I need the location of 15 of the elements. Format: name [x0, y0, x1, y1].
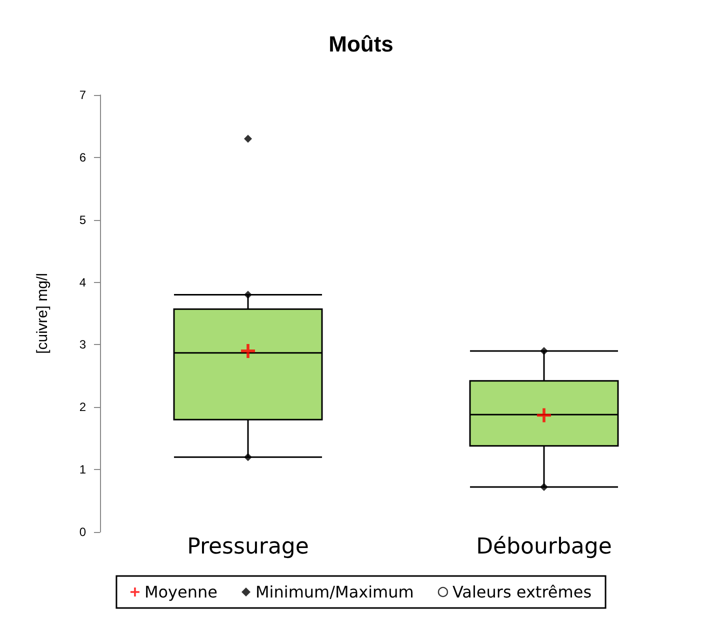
x-tick-label: Débourbage [476, 534, 612, 560]
legend-label: Minimum/Maximum [255, 582, 414, 602]
y-tick-label: 7 [79, 88, 86, 102]
y-tick-label: 0 [79, 525, 86, 539]
legend-label: Moyenne [144, 582, 218, 602]
x-tick-label: Pressurage [187, 534, 309, 560]
y-tick-label: 1 [79, 462, 86, 477]
y-tick-label: 2 [79, 400, 86, 414]
y-axis-title: [cuivre] mg/l [34, 273, 51, 354]
y-tick-label: 3 [79, 338, 86, 352]
y-tick-label: 4 [79, 275, 86, 290]
legend-label: Valeurs extrêmes [452, 582, 592, 602]
chart-title: Moûts [328, 32, 394, 56]
y-tick-label: 6 [79, 150, 86, 164]
y-tick-label: 5 [79, 212, 86, 227]
